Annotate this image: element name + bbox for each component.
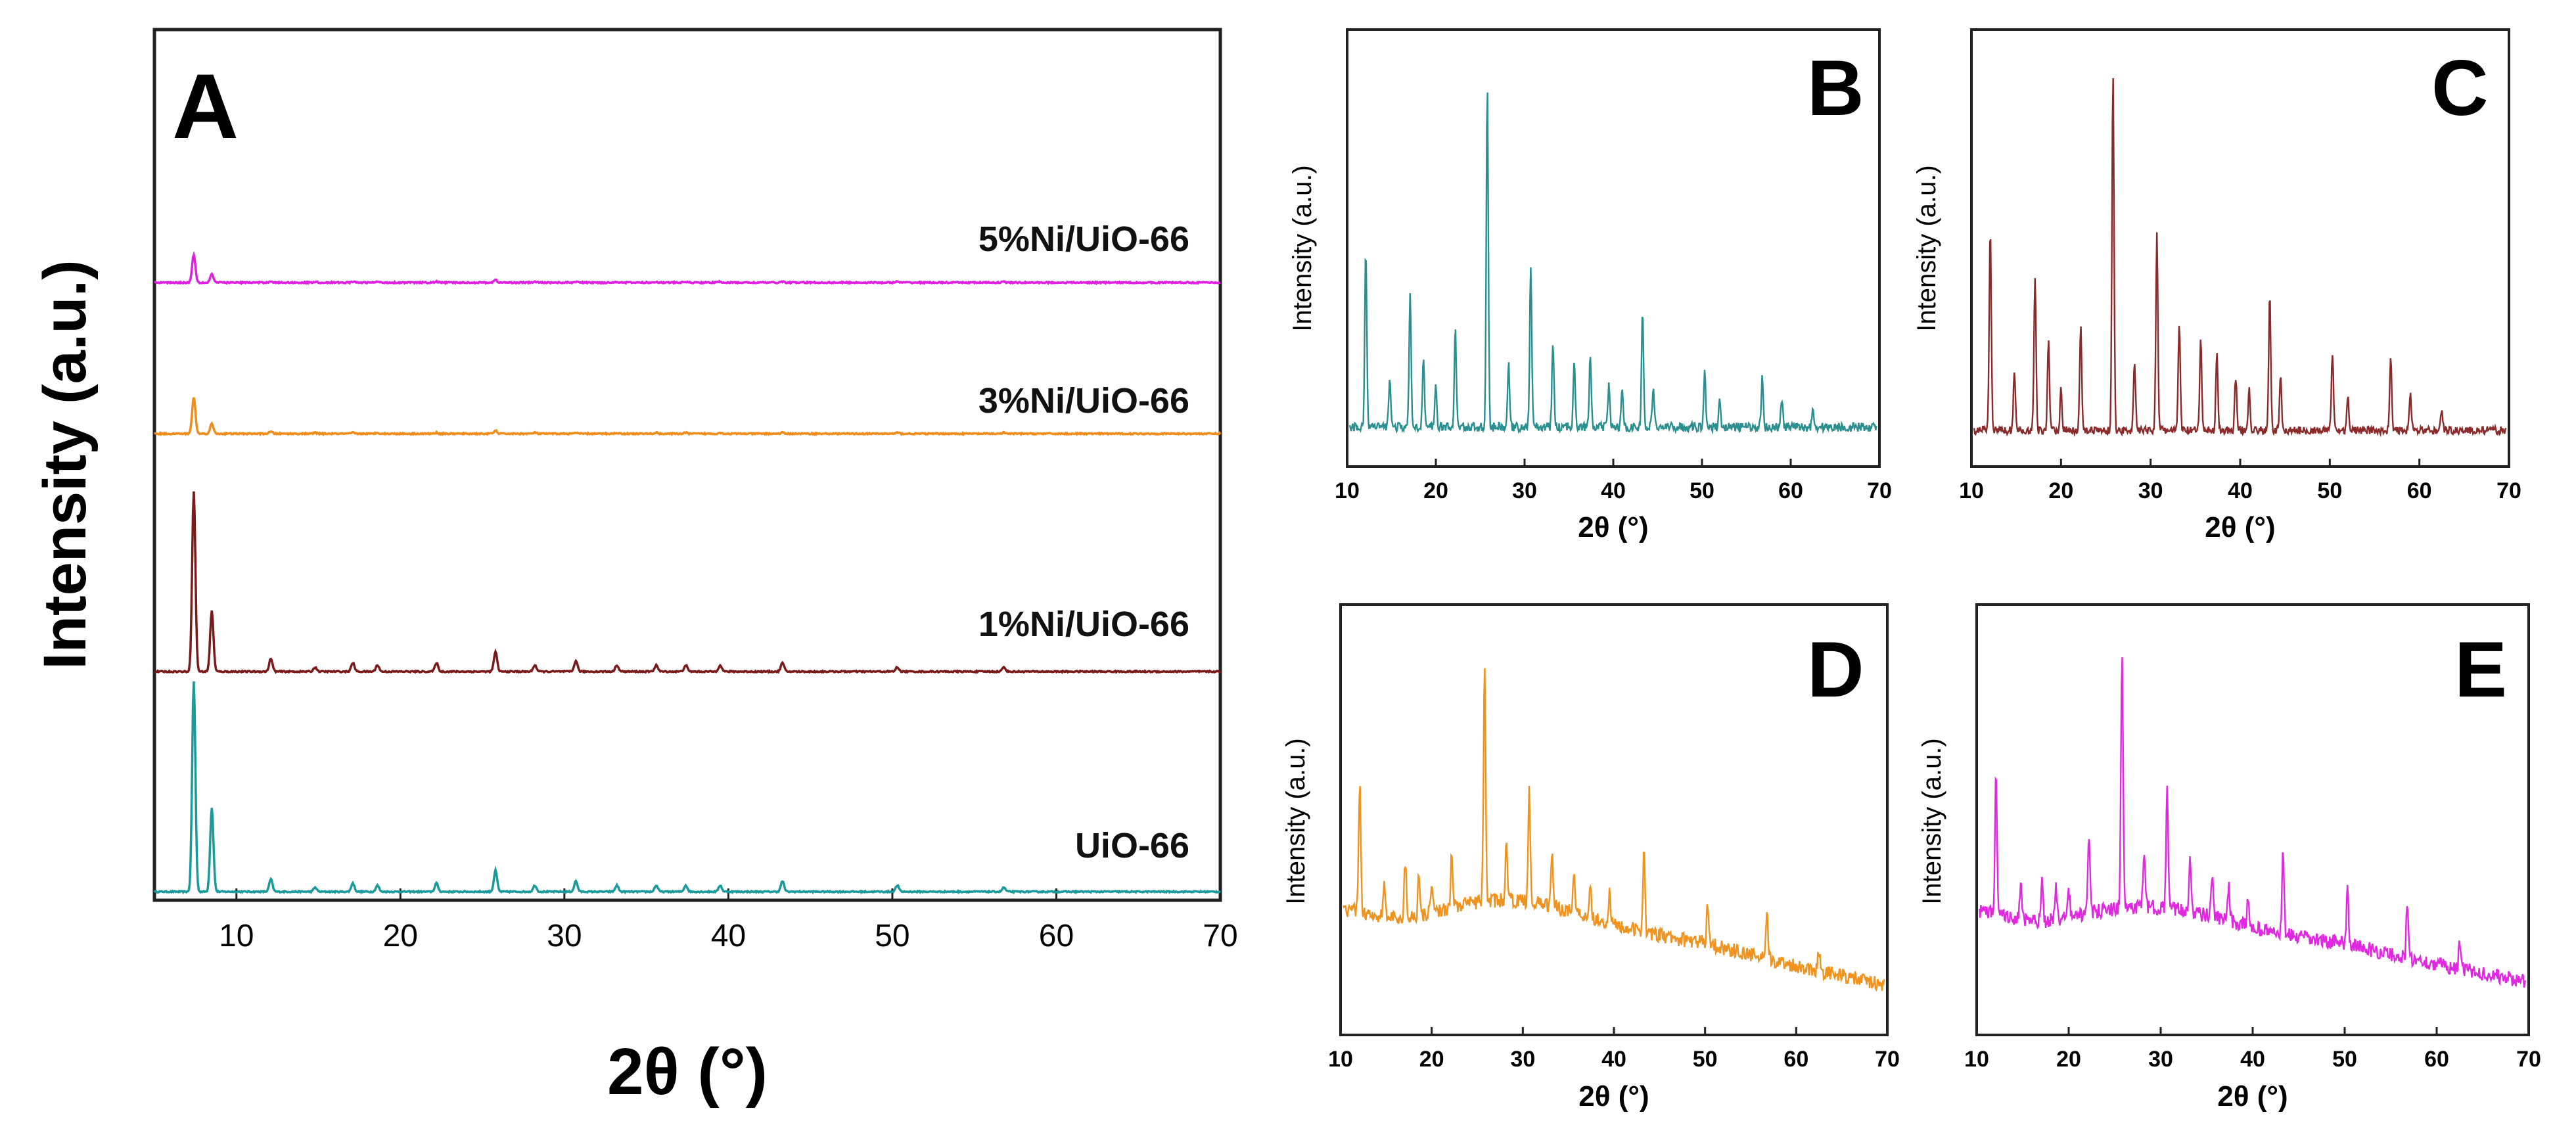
panel-a-ylabel: Intensity (a.u.) [32,260,99,670]
x-tick-label: 60 [1783,1047,1808,1072]
x-tick-label: 50 [1690,478,1714,503]
panel-b-ylabel: Intensity (a.u.) [1288,165,1317,331]
series-line-B [1348,92,1877,435]
panel-d-series [1343,668,1885,992]
panel-e-x-ticks: 10 20 30 40 50 60 70 [1964,1027,2541,1072]
x-tick-label: 70 [1203,919,1237,953]
x-tick-label: 40 [2240,1047,2265,1072]
panel-a-xlabel: 2θ (°) [607,1035,768,1109]
panel-a-x-ticks: 10 20 30 40 50 60 70 [219,888,1238,953]
panel-a: A Intensity (a.u.) 2θ (°) 10 20 30 40 50 60 70… [32,28,1238,1109]
panel-b-xlabel: 2θ (°) [1578,511,1648,543]
x-tick-label: 50 [875,919,909,953]
series-line-UiO-66 [153,681,1221,895]
panel-d-x-ticks: 10 20 30 40 50 60 70 [1328,1027,1900,1072]
panel-e-xlabel: 2θ (°) [2217,1080,2288,1112]
series-line-E [1979,657,2527,988]
panel-c: C Intensity (a.u.) 2θ (°) 10 20 30 40 50 60 70 [1912,28,2521,543]
x-tick-label: 50 [2332,1047,2357,1072]
panel-e-frame [1975,603,2530,1036]
panel-d-ylabel: Intensity (a.u.) [1281,738,1310,904]
x-tick-label: 10 [1335,478,1360,503]
panel-b-x-ticks: 10 20 30 40 50 60 70 [1335,459,1892,503]
panel-b-series [1348,92,1877,435]
series-line-1%Ni/UiO-66 [154,491,1222,674]
panel-e-letter: E [2454,626,2507,714]
x-tick-label: 60 [2407,478,2432,503]
series-label: 3%Ni/UiO-66 [978,381,1189,421]
panel-d-xlabel: 2θ (°) [1578,1080,1649,1112]
series-line-3%Ni/UiO-66 [153,397,1222,437]
x-tick-label: 20 [2056,1047,2081,1072]
x-tick-label: 10 [1328,1047,1353,1072]
x-tick-label: 70 [1875,1047,1900,1072]
x-tick-label: 60 [1039,919,1074,953]
panel-d-letter: D [1807,626,1864,714]
x-tick-label: 70 [2496,478,2521,503]
panel-a-series [153,250,1222,895]
x-tick-label: 40 [711,919,746,953]
series-label: 5%Ni/UiO-66 [978,219,1189,259]
panel-a-letter: A [172,55,239,158]
x-tick-label: 20 [2048,478,2073,503]
x-tick-label: 40 [2228,478,2253,503]
panel-c-ylabel: Intensity (a.u.) [1912,165,1941,331]
series-line-5%Ni/UiO-66 [153,250,1221,286]
x-tick-label: 70 [1867,478,1892,503]
x-tick-label: 30 [2138,478,2163,503]
panel-d: D Intensity (a.u.) 2θ (°) 10 20 30 40 50 60 70 [1281,603,1900,1112]
x-tick-label: 30 [2148,1047,2173,1072]
panel-c-letter: C [2431,44,2489,132]
x-tick-label: 30 [1510,1047,1535,1072]
x-tick-label: 10 [219,919,254,953]
panel-c-x-ticks: 10 20 30 40 50 60 70 [1959,459,2521,503]
x-tick-label: 10 [1959,478,1984,503]
series-line-C [1973,78,2507,438]
x-tick-label: 40 [1601,1047,1626,1072]
x-tick-label: 60 [2424,1047,2449,1072]
x-tick-label: 30 [1512,478,1537,503]
x-tick-label: 20 [1423,478,1448,503]
x-tick-label: 40 [1601,478,1626,503]
x-tick-label: 20 [1419,1047,1444,1072]
panel-c-frame [1970,28,2510,468]
x-tick-label: 50 [1693,1047,1718,1072]
panel-e-series [1979,657,2527,988]
x-tick-label: 70 [2516,1047,2541,1072]
panel-b: B Intensity (a.u.) 2θ (°) 10 20 30 40 50 60 70 [1288,28,1892,543]
panel-e: E Intensity (a.u.) 2θ (°) 10 20 30 40 50 60 70 [1918,603,2541,1112]
panel-c-xlabel: 2θ (°) [2205,511,2275,543]
panel-e-ylabel: Intensity (a.u.) [1918,738,1946,904]
panel-a-series-labels: UiO-66 1%Ni/UiO-66 3%Ni/UiO-66 5%Ni/UiO-66 [978,219,1189,865]
panel-b-frame [1346,28,1881,468]
x-tick-label: 50 [2317,478,2342,503]
panel-a-frame [152,28,1222,902]
series-label: 1%Ni/UiO-66 [978,605,1189,644]
x-tick-label: 60 [1778,478,1803,503]
x-tick-label: 30 [547,919,582,953]
x-tick-label: 20 [383,919,418,953]
panel-c-series [1973,78,2507,438]
series-line-D [1343,668,1885,992]
series-label: UiO-66 [1075,826,1189,865]
panel-b-letter: B [1807,44,1864,132]
x-tick-label: 10 [1964,1047,1989,1072]
